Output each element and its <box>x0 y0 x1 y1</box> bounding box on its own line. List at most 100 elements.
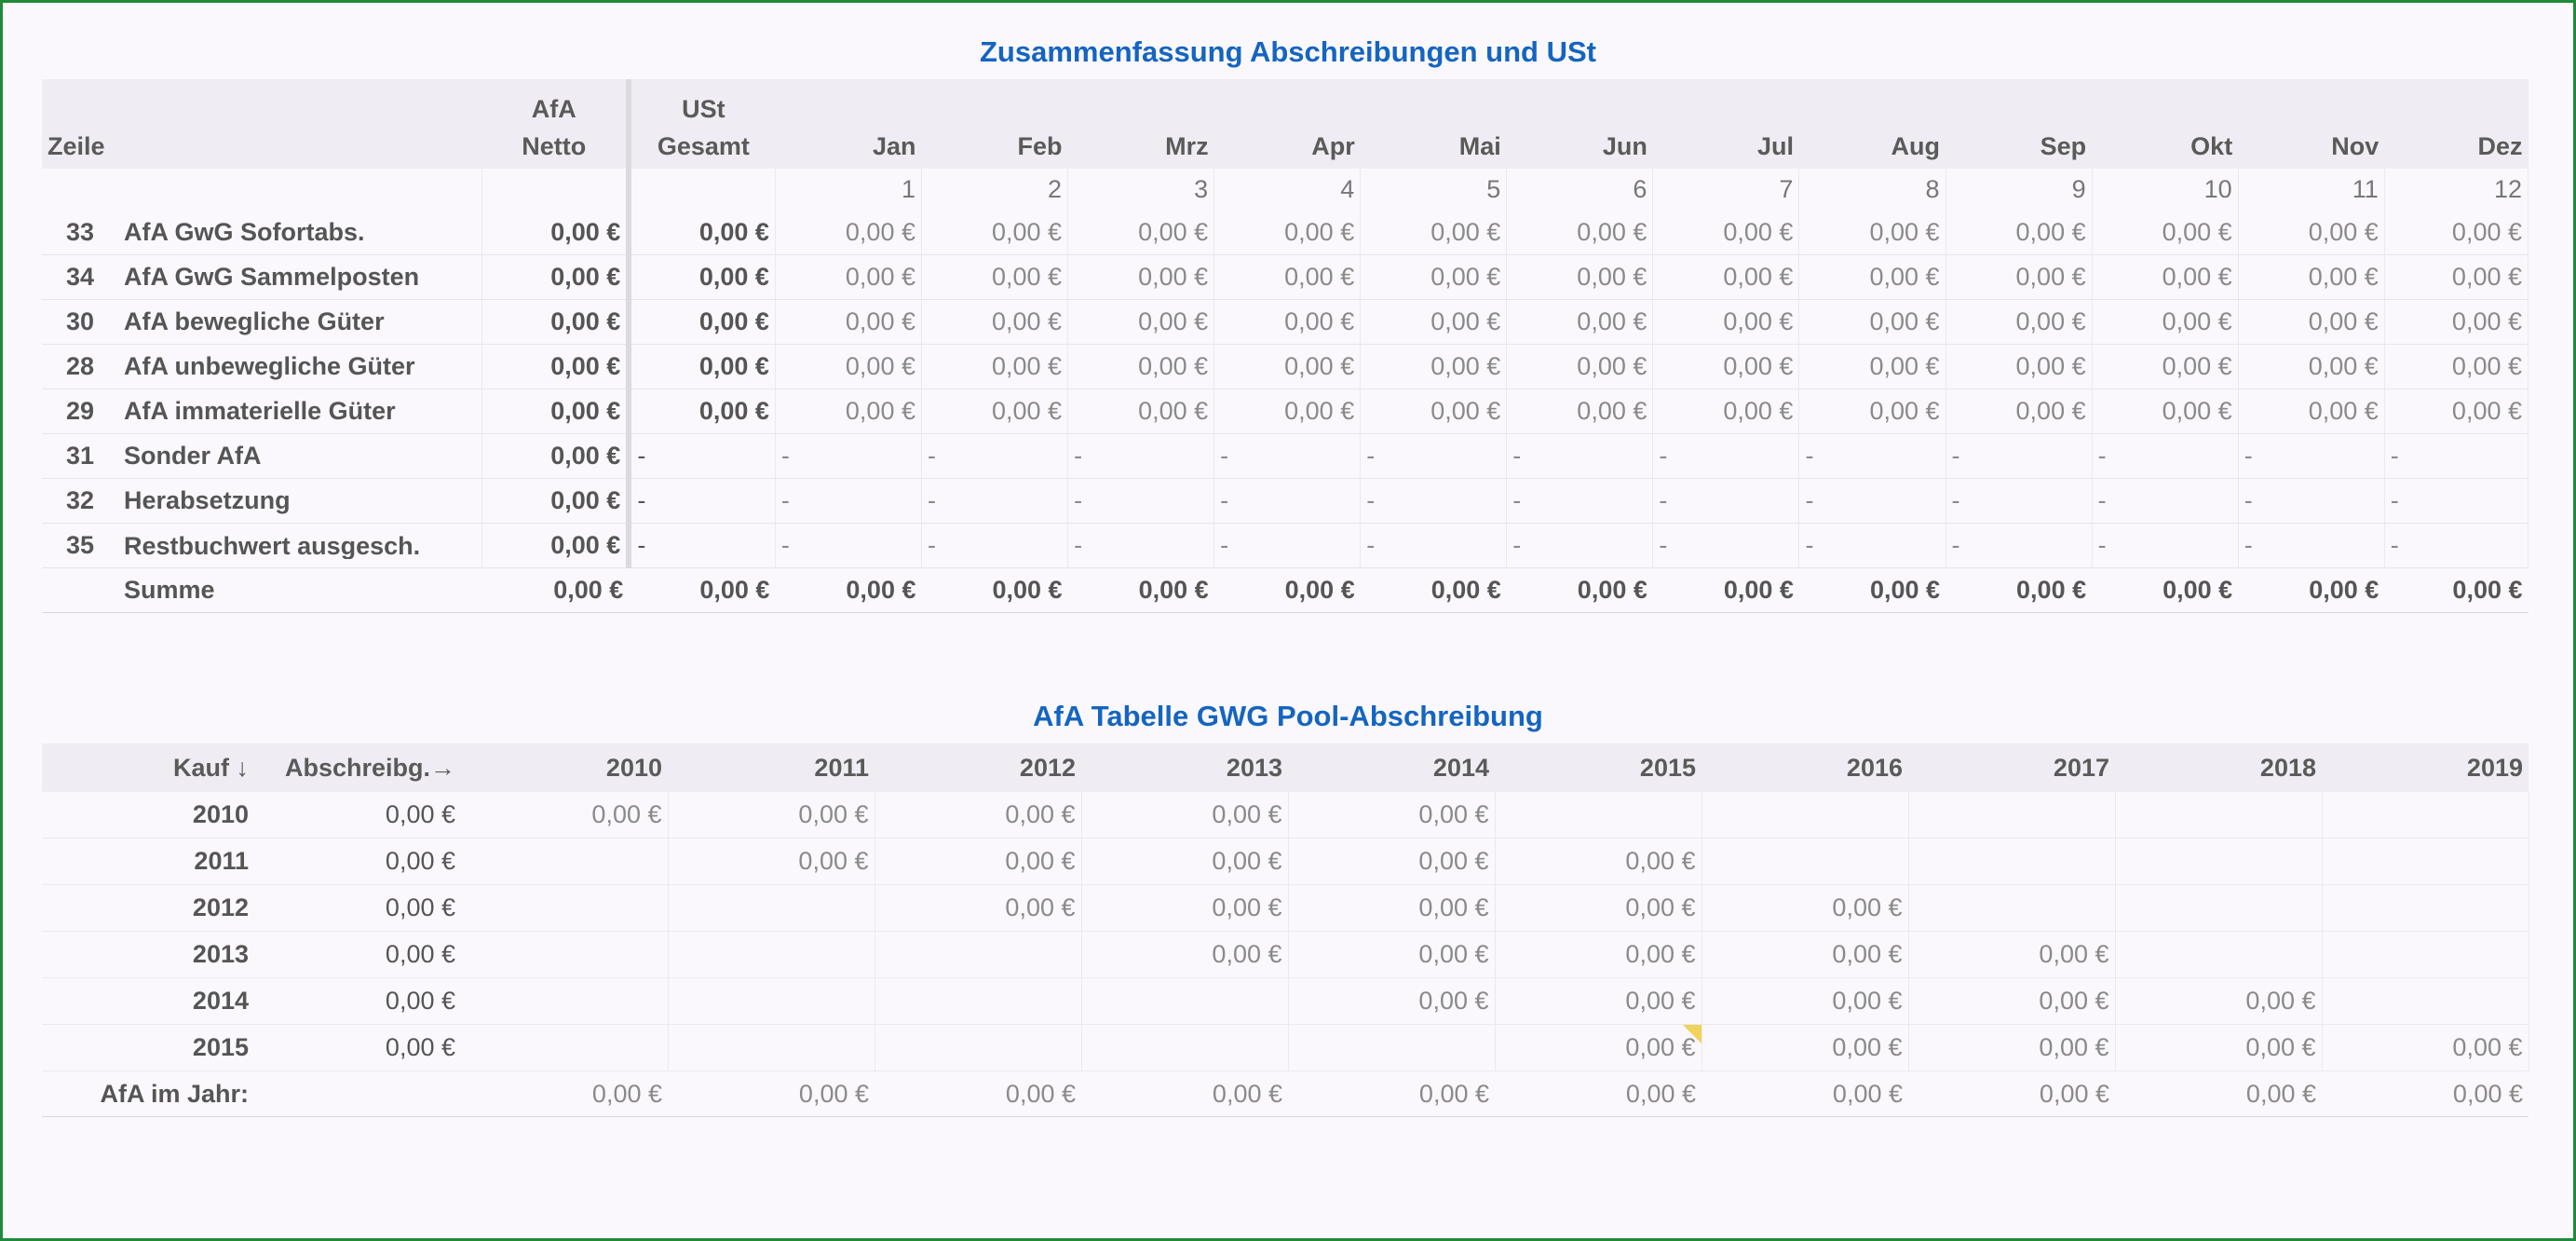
row-netto[interactable]: 0,00 € <box>481 523 630 568</box>
row-month-5[interactable]: 0,00 € <box>1360 211 1508 255</box>
row-month-11[interactable]: 0,00 € <box>2238 389 2385 434</box>
row-month-7[interactable]: - <box>1652 523 1800 568</box>
row-month-11[interactable]: - <box>2238 523 2385 568</box>
row-month-11[interactable]: 0,00 € <box>2238 211 2385 255</box>
row-gesamt[interactable]: 0,00 € <box>626 299 776 345</box>
row-month-2[interactable]: 0,00 € <box>921 299 1069 345</box>
row-month-1[interactable]: - <box>775 433 922 479</box>
row-month-1[interactable]: 0,00 € <box>775 211 922 255</box>
row-month-10[interactable]: 0,00 € <box>2092 254 2239 300</box>
row-gesamt[interactable]: 0,00 € <box>626 344 776 389</box>
row-month-5[interactable]: 0,00 € <box>1360 254 1508 300</box>
row-month-11[interactable]: 0,00 € <box>2238 299 2385 345</box>
row-month-4[interactable]: 0,00 € <box>1213 389 1362 434</box>
pool-row-amount[interactable]: 0,00 € <box>254 931 461 978</box>
row-month-8[interactable]: 0,00 € <box>1798 254 1946 300</box>
row-month-12[interactable]: - <box>2384 478 2529 524</box>
row-month-9[interactable]: - <box>1946 478 2093 524</box>
pool-row-amount[interactable]: 0,00 € <box>254 792 461 839</box>
row-month-8[interactable]: 0,00 € <box>1798 211 1946 255</box>
row-netto[interactable]: 0,00 € <box>481 433 630 479</box>
row-month-3[interactable]: - <box>1067 523 1215 568</box>
row-month-3[interactable]: 0,00 € <box>1067 344 1215 389</box>
row-month-10[interactable]: 0,00 € <box>2092 389 2239 434</box>
row-month-3[interactable]: 0,00 € <box>1067 389 1215 434</box>
row-month-12[interactable]: 0,00 € <box>2384 254 2529 300</box>
row-month-9[interactable]: - <box>1946 433 2093 479</box>
row-month-5[interactable]: - <box>1360 478 1508 524</box>
row-month-7[interactable]: 0,00 € <box>1652 254 1800 300</box>
row-gesamt[interactable]: - <box>626 523 776 568</box>
row-month-5[interactable]: 0,00 € <box>1360 299 1508 345</box>
row-month-9[interactable]: - <box>1946 523 2093 568</box>
row-month-10[interactable]: 0,00 € <box>2092 344 2239 389</box>
row-gesamt[interactable]: - <box>626 478 776 524</box>
row-month-5[interactable]: - <box>1360 523 1508 568</box>
row-month-1[interactable]: 0,00 € <box>775 389 922 434</box>
row-month-12[interactable]: - <box>2384 523 2529 568</box>
row-month-2[interactable]: - <box>921 478 1069 524</box>
row-month-3[interactable]: 0,00 € <box>1067 254 1215 300</box>
row-month-5[interactable]: 0,00 € <box>1360 344 1508 389</box>
row-month-9[interactable]: 0,00 € <box>1946 211 2093 255</box>
row-month-7[interactable]: - <box>1652 433 1800 479</box>
row-month-10[interactable]: 0,00 € <box>2092 211 2239 255</box>
row-month-11[interactable]: - <box>2238 478 2385 524</box>
row-month-3[interactable]: - <box>1067 478 1215 524</box>
row-month-10[interactable]: - <box>2092 433 2239 479</box>
row-month-2[interactable]: - <box>921 523 1069 568</box>
row-month-8[interactable]: 0,00 € <box>1798 389 1946 434</box>
row-month-10[interactable]: - <box>2092 523 2239 568</box>
pool-row-amount[interactable]: 0,00 € <box>254 884 461 932</box>
row-month-6[interactable]: - <box>1506 433 1654 479</box>
row-month-7[interactable]: 0,00 € <box>1652 299 1800 345</box>
row-month-6[interactable]: 0,00 € <box>1506 211 1654 255</box>
row-month-10[interactable]: - <box>2092 478 2239 524</box>
pool-row-amount[interactable]: 0,00 € <box>254 977 461 1025</box>
row-month-3[interactable]: 0,00 € <box>1067 211 1215 255</box>
row-month-10[interactable]: 0,00 € <box>2092 299 2239 345</box>
row-month-1[interactable]: 0,00 € <box>775 344 922 389</box>
row-month-7[interactable]: 0,00 € <box>1652 211 1800 255</box>
row-month-11[interactable]: 0,00 € <box>2238 254 2385 300</box>
row-month-2[interactable]: 0,00 € <box>921 254 1069 300</box>
row-month-6[interactable]: 0,00 € <box>1506 254 1654 300</box>
row-month-7[interactable]: 0,00 € <box>1652 389 1800 434</box>
row-month-12[interactable]: 0,00 € <box>2384 211 2529 255</box>
row-month-2[interactable]: - <box>921 433 1069 479</box>
row-month-11[interactable]: 0,00 € <box>2238 344 2385 389</box>
row-gesamt[interactable]: 0,00 € <box>626 254 776 300</box>
row-month-12[interactable]: 0,00 € <box>2384 299 2529 345</box>
row-month-4[interactable]: 0,00 € <box>1213 254 1362 300</box>
row-netto[interactable]: 0,00 € <box>481 478 630 524</box>
row-month-4[interactable]: 0,00 € <box>1213 299 1362 345</box>
row-month-6[interactable]: 0,00 € <box>1506 299 1654 345</box>
row-month-1[interactable]: 0,00 € <box>775 299 922 345</box>
row-gesamt[interactable]: - <box>626 433 776 479</box>
row-month-9[interactable]: 0,00 € <box>1946 254 2093 300</box>
row-netto[interactable]: 0,00 € <box>481 299 630 345</box>
row-month-8[interactable]: 0,00 € <box>1798 344 1946 389</box>
row-month-6[interactable]: - <box>1506 523 1654 568</box>
row-month-12[interactable]: - <box>2384 433 2529 479</box>
row-month-6[interactable]: - <box>1506 478 1654 524</box>
row-month-6[interactable]: 0,00 € <box>1506 344 1654 389</box>
row-month-2[interactable]: 0,00 € <box>921 344 1069 389</box>
row-month-5[interactable]: - <box>1360 433 1508 479</box>
row-month-4[interactable]: 0,00 € <box>1213 344 1362 389</box>
row-gesamt[interactable]: 0,00 € <box>626 389 776 434</box>
row-month-4[interactable]: - <box>1213 433 1362 479</box>
row-month-9[interactable]: 0,00 € <box>1946 299 2093 345</box>
row-month-1[interactable]: 0,00 € <box>775 254 922 300</box>
row-month-7[interactable]: - <box>1652 478 1800 524</box>
pool-row-amount[interactable]: 0,00 € <box>254 838 461 885</box>
row-month-4[interactable]: - <box>1213 478 1362 524</box>
row-netto[interactable]: 0,00 € <box>481 254 630 300</box>
row-month-11[interactable]: - <box>2238 433 2385 479</box>
row-month-6[interactable]: 0,00 € <box>1506 389 1654 434</box>
row-gesamt[interactable]: 0,00 € <box>626 211 776 255</box>
row-month-2[interactable]: 0,00 € <box>921 211 1069 255</box>
row-month-3[interactable]: - <box>1067 433 1215 479</box>
row-month-8[interactable]: 0,00 € <box>1798 299 1946 345</box>
row-month-9[interactable]: 0,00 € <box>1946 389 2093 434</box>
